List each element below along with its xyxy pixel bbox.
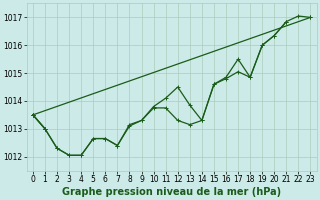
X-axis label: Graphe pression niveau de la mer (hPa): Graphe pression niveau de la mer (hPa) bbox=[62, 187, 281, 197]
